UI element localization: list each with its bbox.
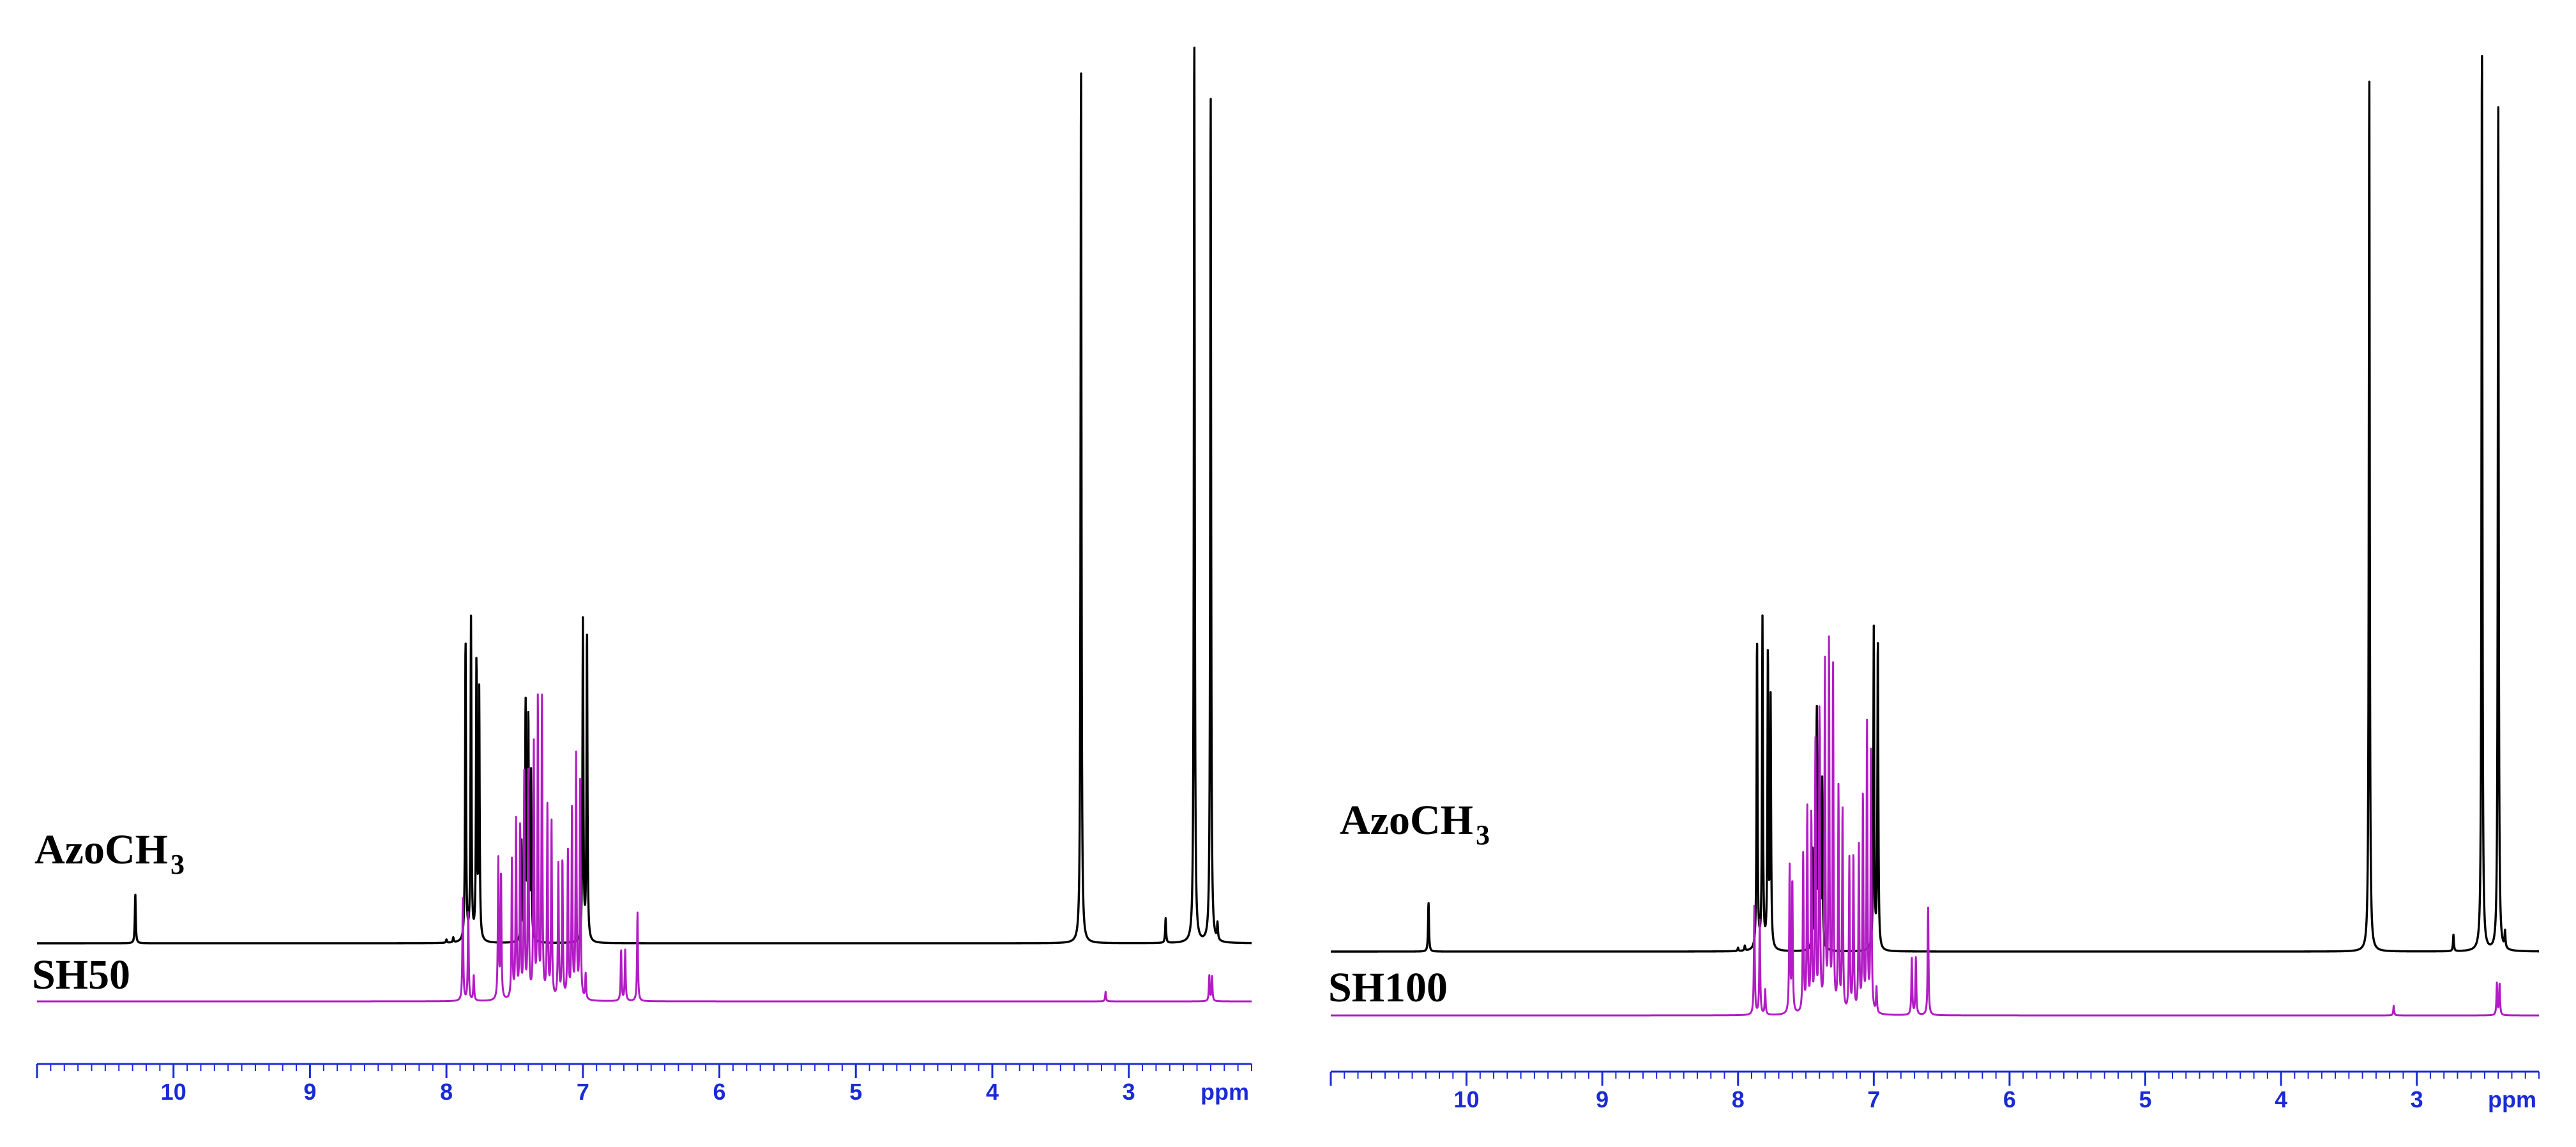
spectrum-panel-2: AzoCH3 SH100 10 9 8 7 6 5 4 3 ppm — [1328, 28, 2540, 1113]
tick-label: 9 — [1596, 1086, 1609, 1113]
tick-label: 3 — [1123, 1079, 1135, 1105]
tick-label: 8 — [440, 1079, 453, 1105]
peak-point — [586, 630, 587, 631]
peak-point — [1080, 53, 1082, 54]
peaks-azoch3 — [135, 20, 1218, 941]
tick-label: 4 — [986, 1079, 999, 1105]
x-axis-unit: ppm — [1201, 1079, 1249, 1105]
peak-point — [2497, 94, 2499, 95]
trace-azoch3 — [1330, 55, 2540, 953]
peak-point — [2481, 28, 2483, 29]
trace-azoch3 — [36, 47, 1253, 945]
x-axis-unit: ppm — [2488, 1086, 2536, 1113]
tick-label: 3 — [2411, 1086, 2423, 1113]
peak-point — [1193, 20, 1195, 21]
trace-label: AzoCH3 — [34, 826, 185, 880]
tick-label: 9 — [303, 1079, 316, 1105]
tick-label: 5 — [2139, 1086, 2151, 1113]
peak-point — [1757, 638, 1758, 639]
trace-label: AzoCH3 — [1340, 797, 1490, 851]
peak-point — [465, 638, 466, 639]
tick-label: 10 — [1454, 1086, 1480, 1113]
tick-label: 8 — [1732, 1086, 1745, 1113]
peaks-azoch3 — [1428, 28, 2506, 949]
trace-sh50 — [36, 693, 1253, 1003]
tick-label: 6 — [2003, 1086, 2016, 1113]
spectrum-panel-1: AzoCH3 SH50 10 9 8 7 6 5 4 3 ppm — [32, 20, 1253, 1105]
x-axis: 10 9 8 7 6 5 4 3 ppm — [1330, 1070, 2540, 1113]
tick-label: 5 — [849, 1079, 862, 1105]
peak-point — [2368, 61, 2370, 63]
trace-sh100 — [1330, 635, 2540, 1017]
trace-label: SH50 — [32, 952, 130, 998]
tick-label: 4 — [2275, 1086, 2287, 1113]
tick-label: 10 — [161, 1079, 186, 1105]
peak-point — [1877, 638, 1879, 639]
trace-label: SH100 — [1328, 964, 1448, 1011]
peak-point — [1210, 86, 1211, 87]
tick-label: 6 — [713, 1079, 726, 1105]
x-axis: 10 9 8 7 6 5 4 3 ppm — [36, 1063, 1252, 1105]
tick-label: 7 — [1867, 1086, 1880, 1113]
tick-label: 7 — [577, 1079, 589, 1105]
